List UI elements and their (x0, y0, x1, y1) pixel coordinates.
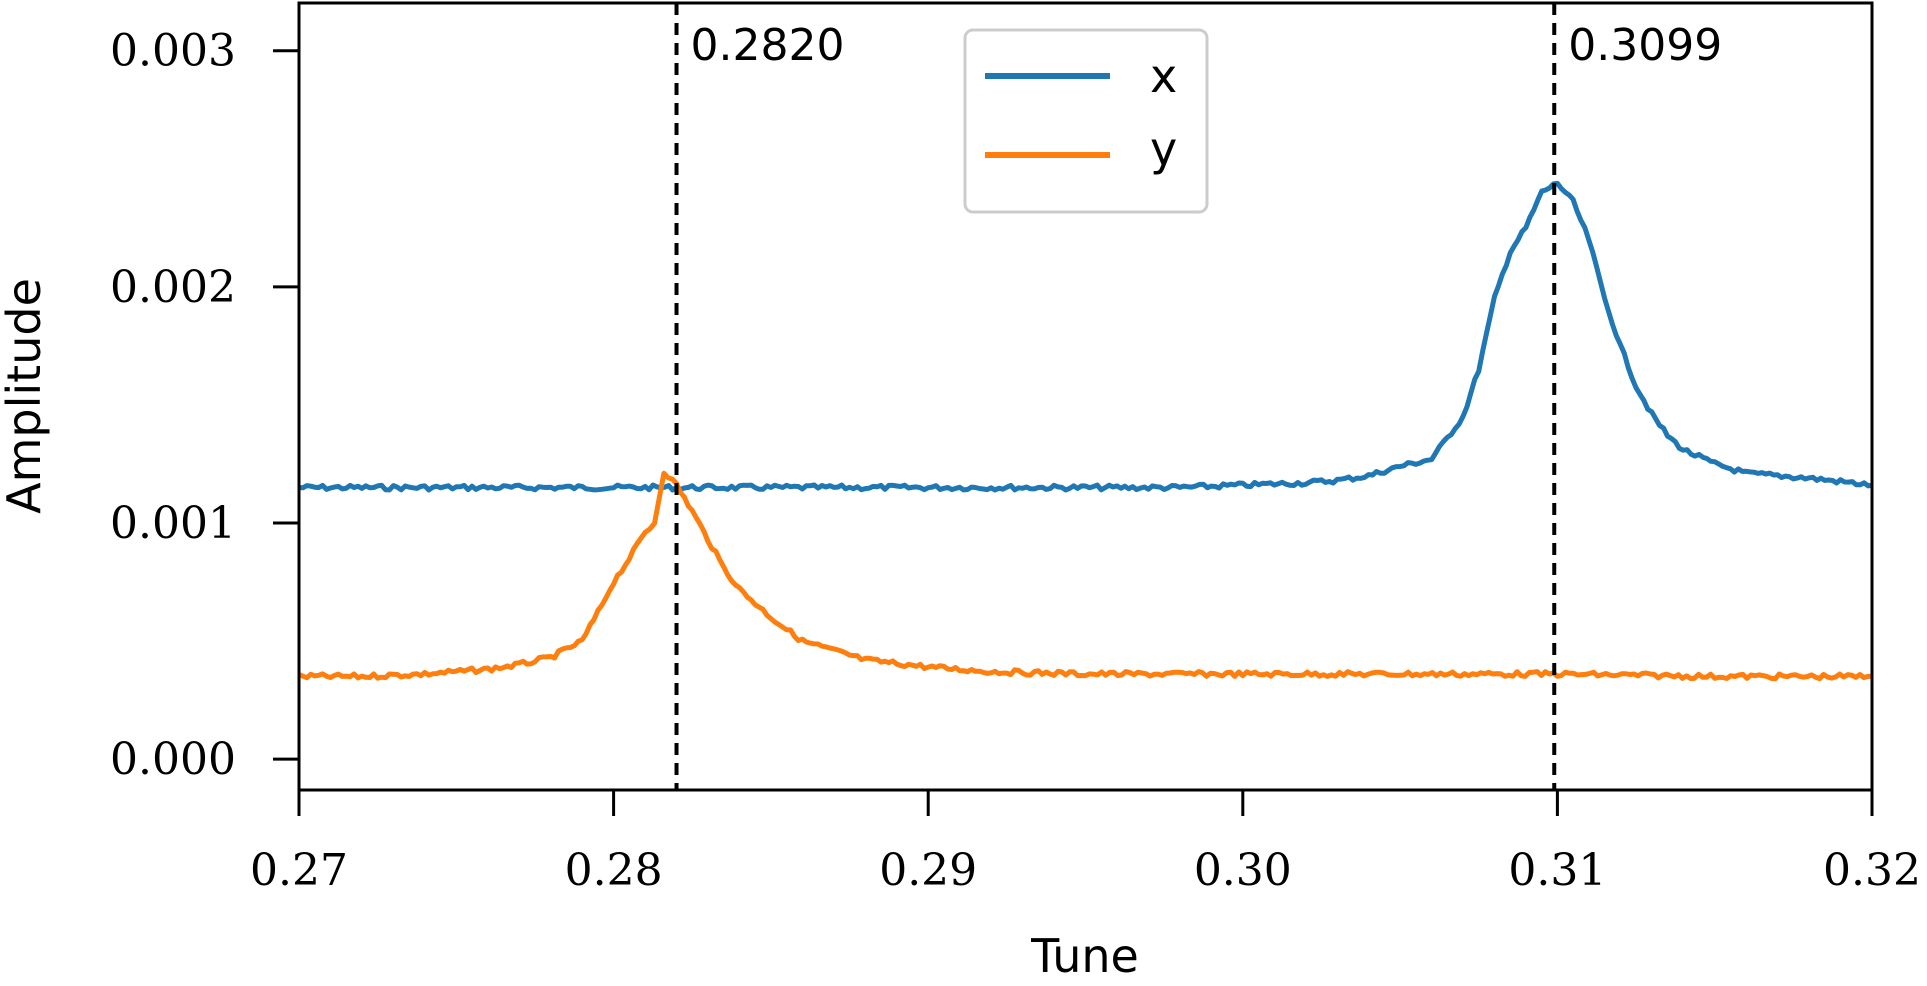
x-tick-label: 0.32 (1823, 845, 1921, 896)
y-tick-label: 0.003 (110, 26, 236, 77)
y-axis-label: Amplitude (0, 278, 51, 514)
y-tick-label: 0.002 (110, 262, 236, 313)
x-tick-label: 0.30 (1194, 845, 1292, 896)
y-tick-label: 0.001 (110, 498, 236, 549)
x-tick-label: 0.27 (250, 845, 348, 896)
legend: x y (963, 28, 1209, 214)
x-axis-label: Tune (1030, 929, 1139, 983)
x-tick-label: 0.31 (1508, 845, 1606, 896)
vline-layer: 0.2820 0.3099 (674, 3, 1722, 790)
x-axis: 0.27 0.28 0.29 0.30 0.31 0.32 (250, 790, 1921, 896)
plot-frame (297, 1, 1874, 792)
series-line-y (297, 470, 1872, 682)
series-line-x (298, 180, 1873, 493)
y-tick-label: 0.000 (110, 734, 236, 785)
x-tick-label: 0.29 (879, 845, 977, 896)
y-axis: 0.000 0.001 0.002 0.003 (110, 26, 299, 785)
series-layer (297, 180, 1873, 682)
legend-label-y: y (1150, 122, 1177, 176)
vline-label-2: 0.3099 (1568, 20, 1722, 71)
legend-label-x: x (1150, 49, 1177, 103)
x-tick-label: 0.28 (565, 845, 663, 896)
vline-label-1: 0.2820 (691, 20, 845, 71)
